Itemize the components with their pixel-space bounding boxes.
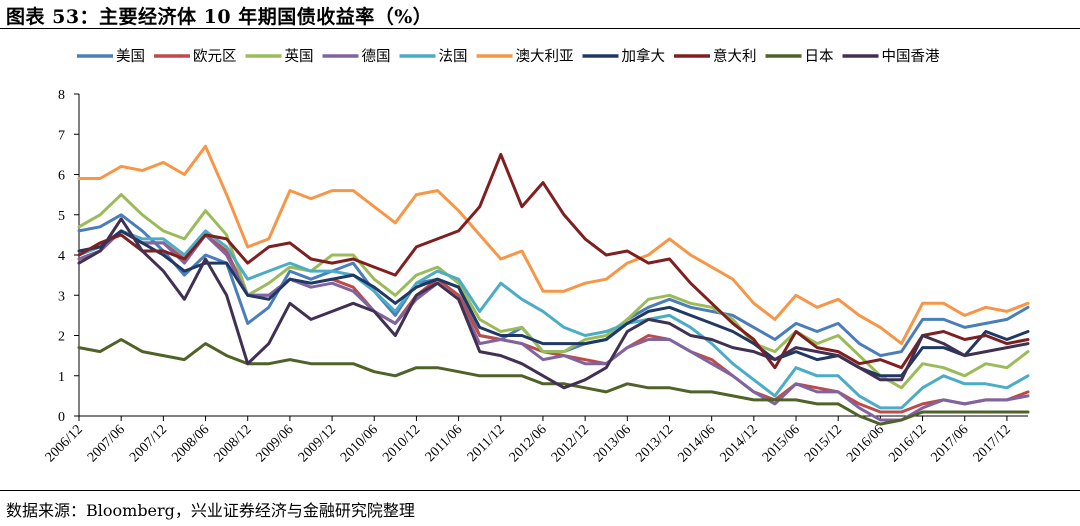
chart: 美国 欧元区 英国 德国 法国 澳大利亚 加拿大 意大利 日本 中国香港 0 1 2 3 4 5 6 7 8 20… xyxy=(43,47,1030,465)
legend-label: 英国 xyxy=(285,47,314,65)
legend-label: 意大利 xyxy=(713,47,757,65)
x-tick-label: 2009/12 xyxy=(296,422,339,465)
x-tick-label: 2014/12 xyxy=(718,422,761,465)
legend-label: 德国 xyxy=(362,48,391,65)
x-tick-label: 2006/12 xyxy=(43,422,86,465)
x-tick-label: 2007/12 xyxy=(127,422,170,465)
x-tick-label: 2017/06 xyxy=(929,422,972,465)
legend-item: 德国 xyxy=(322,48,391,65)
title-divider xyxy=(0,28,1080,29)
x-tick-label: 2012/06 xyxy=(507,422,550,465)
y-tick-label: 5 xyxy=(58,209,65,224)
x-tick-label: 2008/06 xyxy=(169,422,212,465)
x-tick-label: 2013/12 xyxy=(633,422,676,465)
legend-item: 欧元区 xyxy=(154,48,237,65)
y-tick-label: 7 xyxy=(58,128,65,143)
legend-label: 美国 xyxy=(116,48,145,65)
series-line xyxy=(77,229,1030,422)
x-tick-label: 2007/06 xyxy=(85,422,128,465)
y-tick-label: 8 xyxy=(58,88,65,103)
legend-item: 美国 xyxy=(77,48,145,65)
x-tick-label: 2013/06 xyxy=(591,422,634,465)
x-tick-label: 2010/06 xyxy=(338,422,381,465)
legend-item: 日本 xyxy=(765,48,834,65)
y-tick-label: 6 xyxy=(58,169,65,184)
x-tick-label: 2011/06 xyxy=(423,422,466,465)
x-tick-label: 2010/12 xyxy=(380,422,423,465)
page-title: 图表 53：主要经济体 10 年期国债收益率（%） xyxy=(6,6,433,28)
series-line xyxy=(77,229,1030,378)
x-tick-label: 2015/12 xyxy=(802,422,845,465)
legend: 美国 欧元区 英国 德国 法国 澳大利亚 加拿大 意大利 日本 中国香港 xyxy=(77,47,940,65)
series-line xyxy=(77,229,1030,410)
x-tick-label: 2016/12 xyxy=(886,422,929,465)
legend-item: 意大利 xyxy=(674,47,757,65)
legend-label: 加拿大 xyxy=(622,47,666,65)
x-tick-label: 2011/12 xyxy=(465,422,508,465)
legend-label: 欧元区 xyxy=(193,48,237,65)
legend-label: 日本 xyxy=(805,48,834,65)
x-tick-label: 2016/06 xyxy=(844,422,887,465)
legend-item: 澳大利亚 xyxy=(476,48,574,65)
y-tick-label: 3 xyxy=(58,289,65,304)
legend-label: 中国香港 xyxy=(882,48,940,65)
x-tick-label: 2009/06 xyxy=(254,422,297,465)
y-axis: 0 1 2 3 4 5 6 7 8 xyxy=(58,88,80,425)
plot-area xyxy=(77,144,1030,426)
legend-item: 中国香港 xyxy=(842,48,940,65)
x-tick-label: 2017/12 xyxy=(971,422,1014,465)
legend-item: 英国 xyxy=(245,47,314,65)
x-tick-label: 2012/12 xyxy=(549,422,592,465)
y-tick-label: 4 xyxy=(58,249,65,264)
legend-item: 加拿大 xyxy=(582,47,666,65)
y-tick-label: 0 xyxy=(58,410,65,425)
legend-label: 澳大利亚 xyxy=(516,48,574,65)
series-line xyxy=(77,217,1030,390)
x-tick-label: 2014/06 xyxy=(675,422,718,465)
legend-label: 法国 xyxy=(439,48,468,65)
y-tick-label: 2 xyxy=(58,330,65,345)
x-tick-label: 2008/12 xyxy=(211,422,254,465)
source-note: 数据来源：Bloomberg，兴业证券经济与金融研究院整理 xyxy=(6,501,415,520)
legend-item: 法国 xyxy=(399,48,468,65)
y-tick-label: 1 xyxy=(58,370,65,385)
series-line xyxy=(77,152,1030,370)
source-divider xyxy=(0,490,1080,491)
series-line xyxy=(77,338,1030,426)
series-line xyxy=(77,144,1030,346)
x-tick-label: 2015/06 xyxy=(760,422,803,465)
